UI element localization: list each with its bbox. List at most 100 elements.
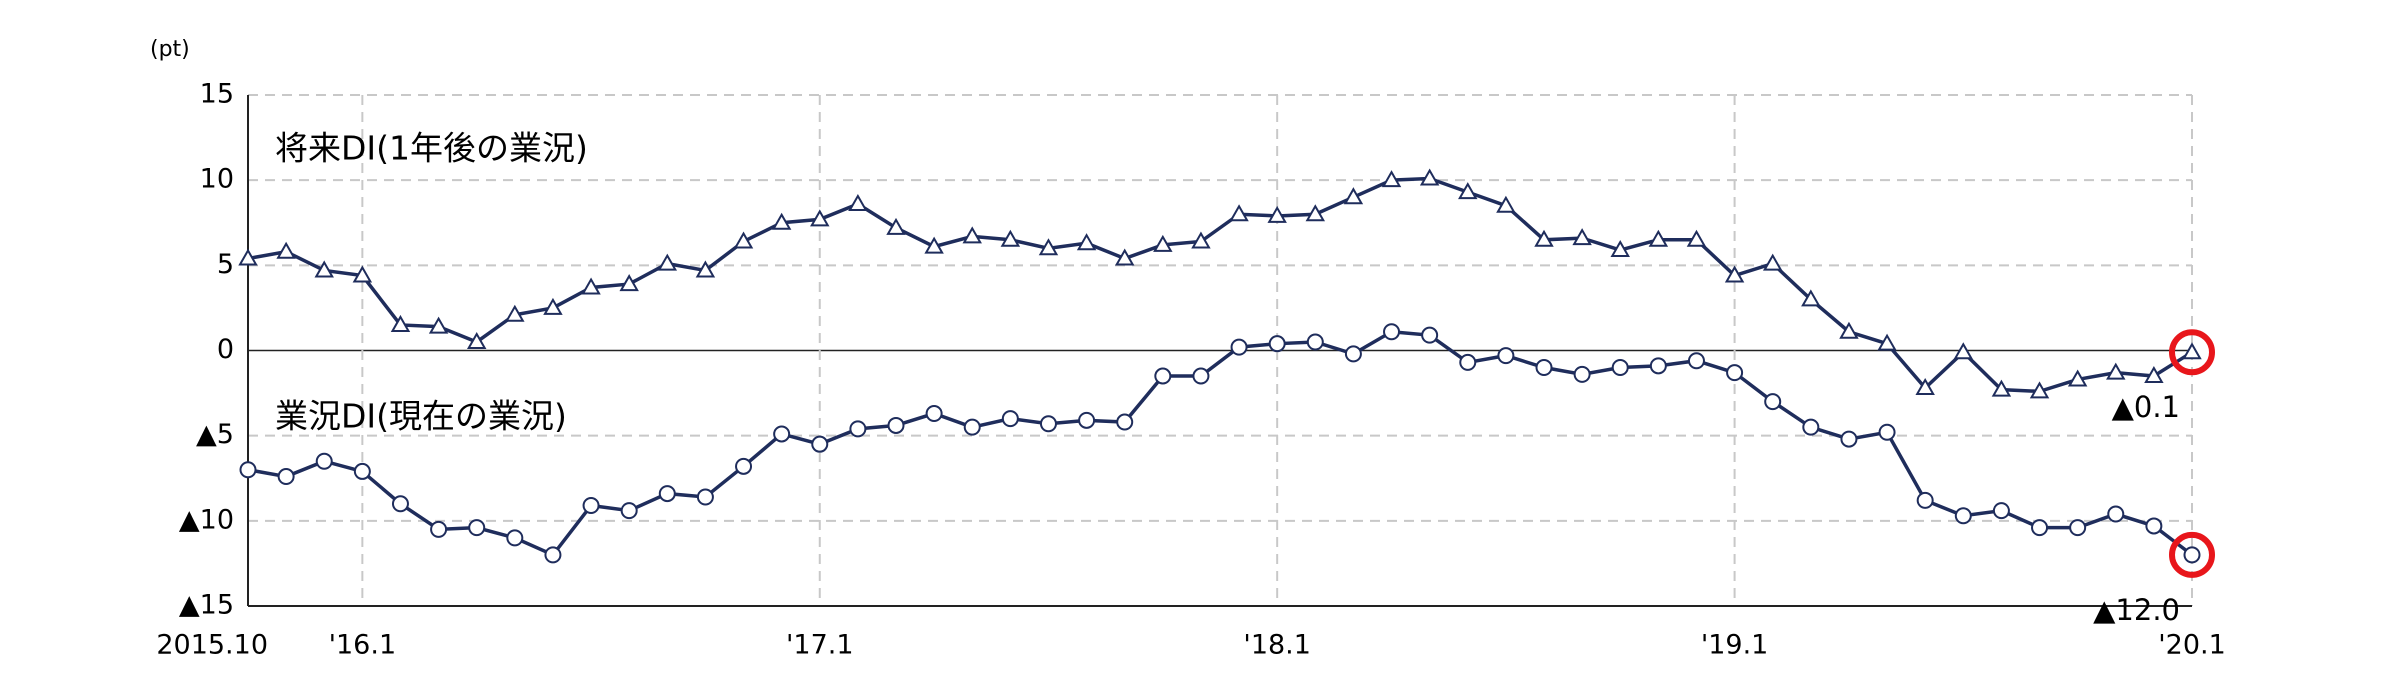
marker	[430, 520, 448, 538]
marker	[1610, 239, 1630, 258]
marker	[1344, 345, 1362, 363]
marker	[1419, 168, 1440, 186]
y-tick-label: 0	[217, 334, 234, 365]
marker	[468, 519, 486, 537]
marker	[1078, 411, 1096, 429]
marker	[1762, 253, 1783, 271]
marker	[505, 304, 525, 322]
marker	[277, 468, 295, 486]
marker	[1343, 187, 1364, 205]
marker	[506, 529, 524, 547]
marker	[1383, 323, 1401, 341]
marker	[1953, 342, 1974, 360]
marker	[1153, 234, 1173, 252]
marker	[1535, 359, 1553, 377]
marker	[1268, 335, 1286, 353]
marker	[1991, 379, 2012, 397]
marker	[1039, 415, 1057, 433]
marker	[1038, 238, 1059, 256]
marker	[887, 416, 905, 434]
marker	[1267, 205, 1287, 223]
marker	[619, 274, 639, 292]
marker	[1306, 333, 1324, 351]
marker	[2182, 342, 2202, 360]
marker	[2145, 517, 2163, 535]
y-tick-label: ▲5	[196, 419, 234, 450]
marker	[1114, 248, 1135, 266]
marker	[658, 485, 676, 503]
marker	[657, 253, 678, 271]
marker	[390, 314, 411, 332]
marker	[733, 231, 754, 249]
marker	[1458, 182, 1478, 200]
marker	[314, 260, 334, 278]
marker	[1381, 170, 1402, 188]
marker	[1954, 507, 1972, 525]
marker	[1000, 229, 1021, 247]
marker	[925, 405, 943, 423]
marker	[1839, 321, 1859, 339]
series-label: 業況DI(現在の業況)	[275, 397, 567, 436]
marker	[1305, 204, 1326, 222]
marker	[581, 277, 601, 295]
marker	[1801, 289, 1821, 307]
marker	[352, 265, 373, 283]
marker	[773, 425, 791, 443]
x-tick-label: '18.1	[1243, 630, 1311, 661]
marker	[1572, 228, 1592, 246]
marker	[1724, 265, 1745, 283]
marker	[1497, 347, 1515, 365]
marker	[1915, 377, 1935, 395]
marker	[1496, 195, 1516, 213]
marker	[771, 212, 792, 230]
unit-label: (pt)	[150, 37, 190, 62]
x-tick-label: '17.1	[786, 630, 854, 661]
marker	[1076, 233, 1097, 251]
y-tick-label: 15	[200, 79, 234, 110]
y-tick-label: ▲10	[179, 504, 234, 535]
marker	[1421, 326, 1439, 344]
marker	[1191, 231, 1211, 249]
series-line	[247, 329, 2194, 558]
value-label: ▲0.1	[2112, 390, 2180, 424]
marker	[1001, 410, 1019, 428]
y-tick-label: 10	[200, 164, 234, 195]
highlight-ring	[2169, 329, 2215, 376]
marker	[1229, 204, 1249, 222]
marker	[1726, 364, 1744, 382]
marker	[466, 331, 487, 349]
marker	[2069, 519, 2087, 537]
marker	[1992, 502, 2010, 520]
marker	[1840, 430, 1858, 448]
x-tick-label: '16.1	[329, 630, 397, 661]
marker	[1648, 229, 1669, 247]
marker	[810, 209, 830, 227]
marker	[2183, 546, 2201, 564]
series-label: 将来DI(1年後の業況)	[275, 129, 588, 168]
marker	[2067, 369, 2088, 387]
marker	[544, 546, 562, 564]
marker	[924, 236, 944, 254]
marker	[1611, 359, 1629, 377]
y-tick-label: ▲15	[179, 590, 234, 621]
marker	[1192, 367, 1210, 385]
marker	[391, 495, 409, 513]
marker	[886, 217, 906, 235]
series-line	[247, 176, 2193, 394]
marker	[963, 418, 981, 436]
x-tick-label: 2015.10	[156, 630, 268, 661]
marker	[811, 435, 829, 453]
x-tick-label: '20.1	[2158, 630, 2226, 661]
marker	[2029, 381, 2050, 399]
marker	[695, 260, 716, 278]
marker	[1916, 491, 1934, 509]
marker	[1877, 333, 1897, 351]
marker	[1802, 418, 1820, 436]
marker	[1649, 357, 1667, 375]
marker	[620, 502, 638, 520]
marker	[962, 226, 982, 244]
marker	[1878, 423, 1896, 441]
marker	[2031, 519, 2049, 537]
